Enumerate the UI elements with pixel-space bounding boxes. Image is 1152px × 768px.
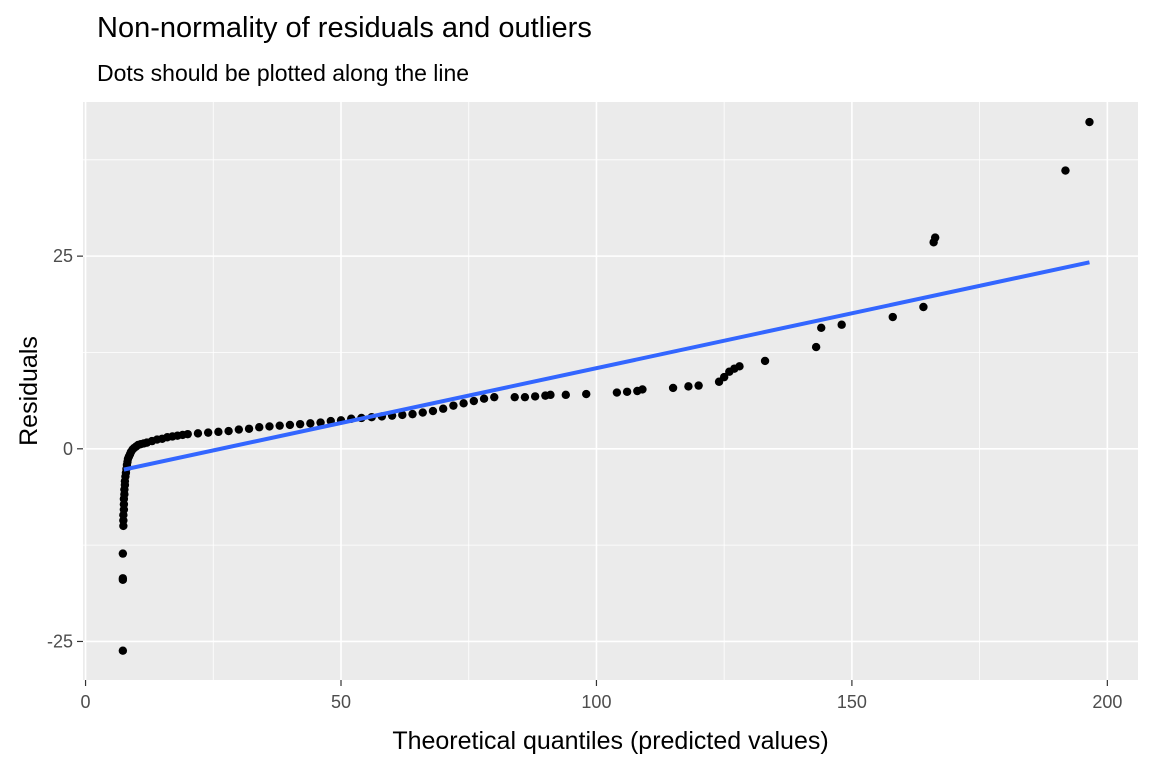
data-point	[398, 410, 407, 420]
data-point	[449, 401, 458, 410]
data-point	[118, 574, 128, 583]
data-point	[418, 408, 427, 417]
data-point	[438, 404, 448, 413]
chart-subtitle: Dots should be plotted along the line	[97, 60, 470, 86]
data-point	[668, 383, 678, 393]
data-point	[930, 233, 940, 242]
data-point	[234, 425, 244, 434]
data-point	[694, 381, 703, 390]
data-point	[582, 389, 591, 399]
reference-line	[123, 260, 1090, 472]
data-point	[183, 429, 192, 439]
data-point	[719, 372, 729, 382]
data-point	[316, 418, 325, 427]
data-point	[1085, 117, 1094, 127]
x-tick-label: 150	[837, 692, 867, 712]
data-point	[638, 385, 647, 394]
grid-minor	[83, 102, 1138, 680]
data-point	[919, 302, 928, 312]
data-point	[760, 356, 770, 366]
fit-line	[123, 260, 1090, 472]
data-point	[244, 424, 254, 433]
x-tick-label: 200	[1092, 692, 1122, 712]
data-point	[561, 390, 570, 400]
grid-major	[83, 102, 1138, 680]
data-point	[735, 362, 744, 371]
data-point	[837, 320, 846, 329]
data-point	[1061, 166, 1070, 175]
x-tick-label: 0	[81, 692, 91, 712]
x-tick-label: 50	[331, 692, 351, 712]
y-tick-label: 0	[63, 439, 73, 459]
y-tick-label: 25	[53, 246, 73, 266]
x-axis-title: Theoretical quantiles (predicted values)	[392, 727, 828, 755]
plot-panel	[83, 102, 1138, 680]
data-point	[285, 420, 295, 430]
data-point	[520, 392, 530, 402]
data-point	[214, 427, 223, 437]
data-point	[459, 399, 468, 408]
data-point	[546, 390, 555, 400]
data-point	[255, 423, 264, 432]
chart-title: Non-normality of residuals and outliers	[97, 12, 592, 44]
data-point	[479, 394, 489, 403]
data-point	[490, 392, 499, 402]
data-point	[684, 382, 693, 391]
data-point	[612, 388, 622, 397]
x-tick-label: 100	[581, 692, 611, 712]
data-point	[193, 429, 203, 438]
data-point	[118, 646, 128, 655]
data-point	[428, 406, 438, 416]
y-tick-label: -25	[47, 631, 73, 651]
data-point	[295, 419, 305, 429]
x-axis: 0 50 100 150 200	[81, 680, 1122, 712]
data-point	[265, 422, 274, 431]
data-point	[224, 426, 233, 436]
data-point	[510, 392, 519, 402]
data-point	[622, 387, 632, 396]
data-point	[530, 392, 540, 401]
y-axis: -25 0 25	[47, 246, 83, 651]
data-point	[118, 549, 128, 558]
data-point	[811, 342, 821, 352]
data-point	[306, 419, 315, 428]
data-point	[888, 312, 897, 322]
y-axis-title: Residuals	[15, 336, 43, 446]
data-point	[817, 323, 826, 333]
data-point	[469, 396, 479, 406]
data-point	[203, 428, 213, 437]
data-point	[408, 409, 417, 419]
data-point	[275, 421, 284, 430]
